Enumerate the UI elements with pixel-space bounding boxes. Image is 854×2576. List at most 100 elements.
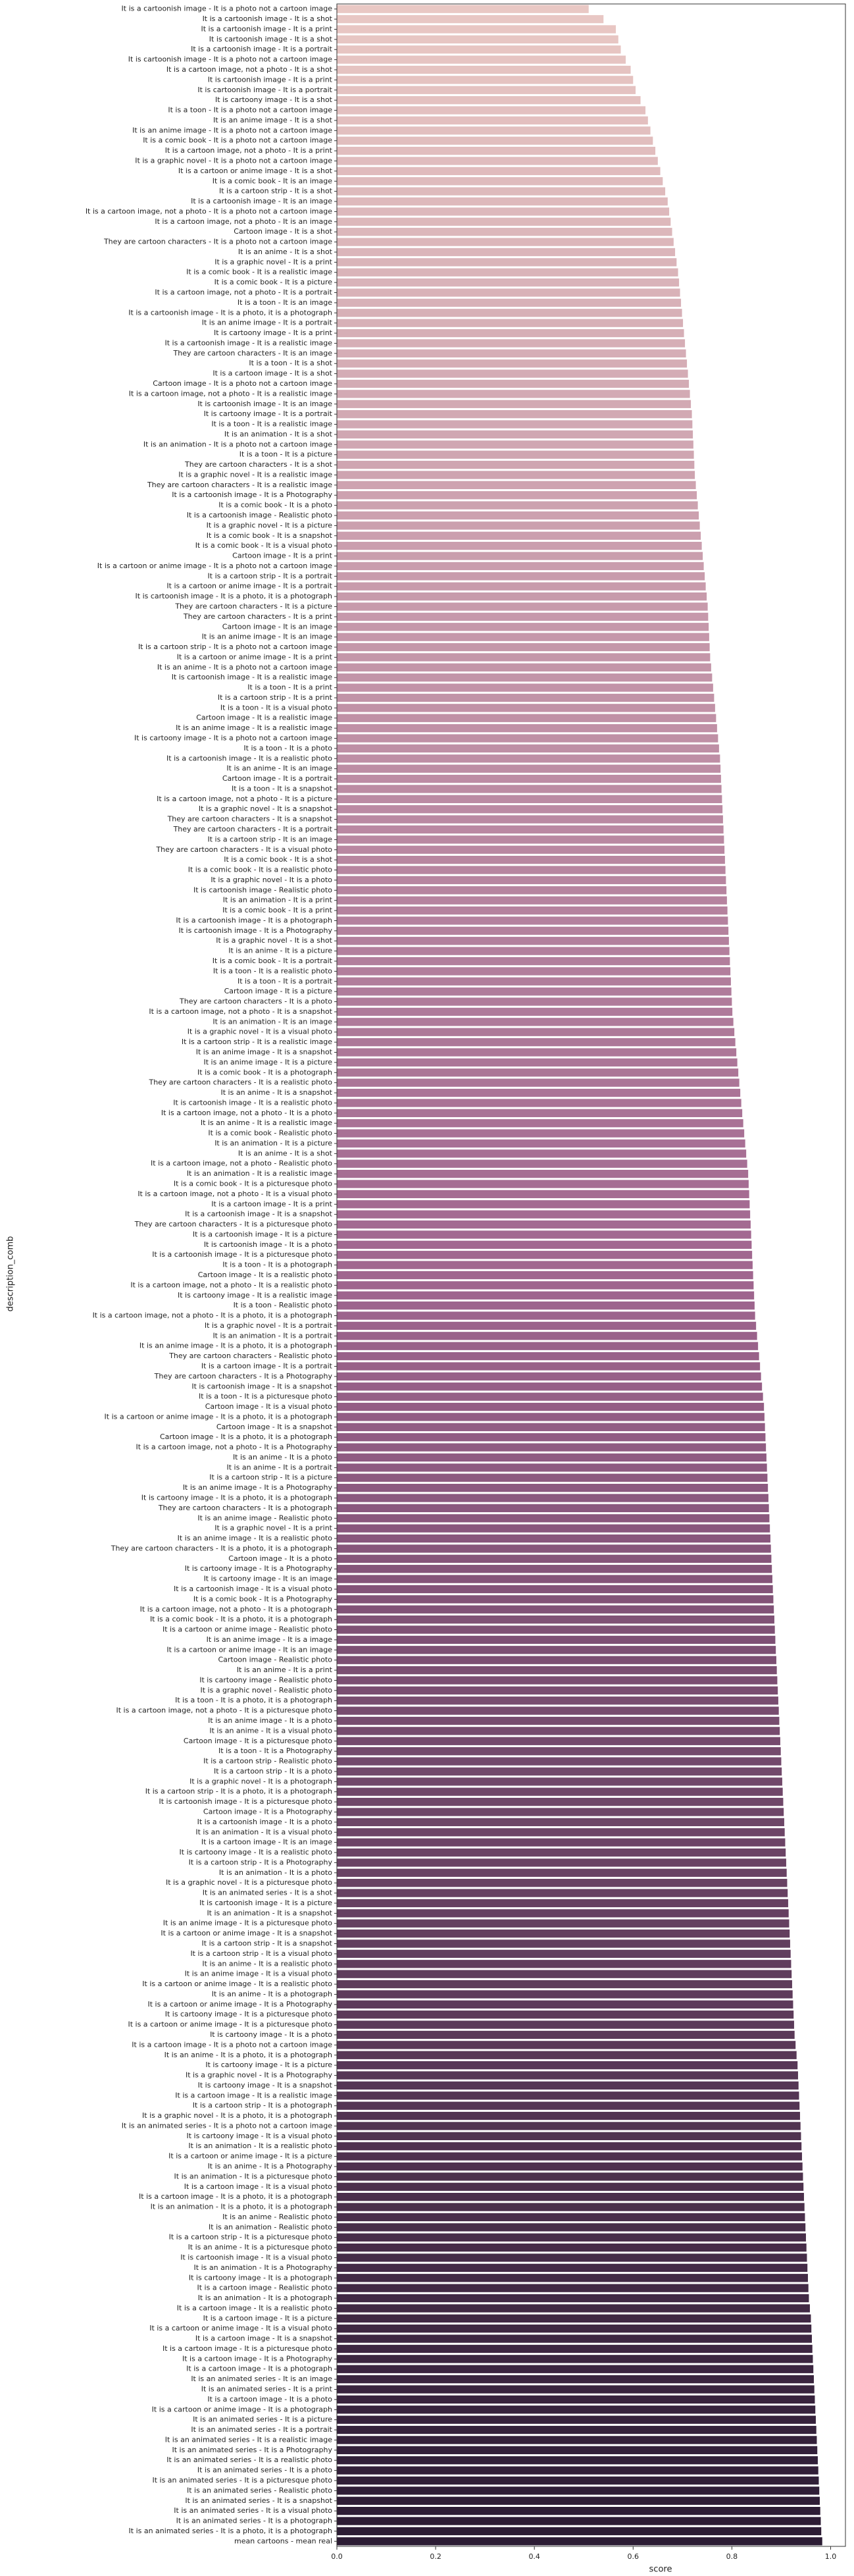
bar <box>337 2132 801 2141</box>
y-tick-label: It is a cartoonish image - It is a photo… <box>122 5 333 13</box>
bar <box>337 2334 812 2343</box>
bar <box>337 1565 772 1573</box>
y-tick-label: It is a cartoonish image - It is a Photo… <box>172 490 332 499</box>
y-tick-label: It is a cartoon or anime image - It is a… <box>97 562 332 570</box>
bar <box>337 997 732 1006</box>
y-tick-label: It is a cartoon image, not a photo - It … <box>93 1311 332 1320</box>
bar <box>337 2101 800 2110</box>
bar <box>337 2213 805 2222</box>
bar <box>337 2355 813 2363</box>
bar <box>337 1706 779 1715</box>
bar <box>337 2223 806 2232</box>
y-tick-label: It is a comic book - It is a photo not a… <box>143 136 332 145</box>
bar <box>337 339 686 348</box>
bar <box>337 2081 799 2090</box>
bar <box>337 1342 759 1350</box>
x-tick-label: 0.4 <box>528 2552 540 2561</box>
y-tick-label: It is an animation - It is a realistic p… <box>188 2142 332 2150</box>
bar <box>337 1169 749 1178</box>
y-tick-label: It is cartoony image - It is a photograp… <box>189 2273 332 2282</box>
bar <box>337 2193 804 2201</box>
bar <box>337 1372 761 1381</box>
y-tick-label: It is an anime - It is a visual photo <box>209 1726 332 1735</box>
bar <box>337 926 729 935</box>
bar <box>337 126 651 135</box>
y-tick-label: It is a cartoonish image - It is a reali… <box>166 754 332 762</box>
x-tick-label: 0.0 <box>331 2552 343 2561</box>
y-tick-label: It is an anime - It is an image <box>226 764 332 773</box>
bar <box>337 2385 815 2394</box>
bar <box>337 450 694 459</box>
bar <box>337 663 711 671</box>
y-tick-label: It is a cartoon image - It is a pictures… <box>163 2344 332 2353</box>
bar <box>337 25 616 34</box>
bar <box>337 369 688 378</box>
bar <box>337 1251 753 1259</box>
bar <box>337 2476 819 2485</box>
y-tick-label: It is an animation - It is a realistic i… <box>187 1169 332 1178</box>
y-tick-label: Cartoon image - It is a photo not a cart… <box>153 379 332 388</box>
bar <box>337 1392 763 1401</box>
y-tick-label: It is an anime image - Realistic photo <box>197 1513 332 1522</box>
y-tick-label: It is an anime image - It is a picturesq… <box>163 1919 332 1928</box>
bar <box>337 2020 794 2029</box>
y-tick-label: It is a cartoon image - It is a print <box>211 1199 332 1208</box>
bar <box>337 734 718 743</box>
bar <box>337 2314 811 2323</box>
y-tick-label: It is an animated series - It is a visua… <box>174 2506 332 2515</box>
bar <box>337 1220 751 1229</box>
y-tick-label: They are cartoon characters - It is an i… <box>173 349 333 357</box>
y-tick-label: It is a cartoonish image - It is a snaps… <box>185 1210 333 1219</box>
y-tick-label: It is an animation - It is a picture <box>214 1139 332 1147</box>
bar <box>337 1321 757 1330</box>
bar <box>337 409 692 419</box>
bar <box>337 2506 820 2515</box>
y-tick-label: It is an animation - It is a shot <box>224 430 333 438</box>
y-tick-label: They are cartoon characters - It is a re… <box>148 1078 332 1087</box>
bar <box>337 754 720 763</box>
y-tick-label: It is an anime image - It is a realistic… <box>178 1534 333 1542</box>
bar <box>337 1575 772 1583</box>
bar <box>337 1554 772 1563</box>
bar <box>337 2527 822 2536</box>
y-tick-label: Cartoon image - It is a print <box>232 552 333 560</box>
bar <box>337 2446 818 2454</box>
y-tick-label: It is a comic book - It is a visual phot… <box>195 541 333 550</box>
bar <box>337 329 684 338</box>
bar <box>337 1757 782 1766</box>
bar <box>337 2030 795 2039</box>
y-tick-label: It is a cartoon image - It is a Photogra… <box>182 2354 333 2363</box>
bar <box>337 207 670 216</box>
y-tick-label: It is an animation - It is a portrait <box>213 1331 332 1340</box>
y-tick-label: It is a cartoon strip - It is an image <box>207 835 332 843</box>
y-tick-label: It is an animated series - It is a reali… <box>165 2435 332 2444</box>
y-tick-label: It is a cartoon strip - It is a realisti… <box>182 1038 332 1046</box>
bar <box>337 1585 773 1594</box>
y-tick-label: It is cartoony image - It is a photo, it… <box>141 1494 332 1502</box>
y-tick-label: It is cartoonish image - It is a Photogr… <box>178 926 332 935</box>
y-tick-label: It is an anime - It is a portrait <box>226 1463 332 1471</box>
y-tick-label: It is a cartoon image, not a photo - It … <box>86 207 332 215</box>
y-tick-label: It is an animated series - It is a photo… <box>129 2527 333 2535</box>
y-tick-label: Cartoon image - It is a visual photo <box>205 1402 333 1411</box>
y-tick-label: It is cartoony image - It is a snapshot <box>198 2081 333 2090</box>
y-tick-label: It is a graphic novel - It is a pictures… <box>166 1878 332 1887</box>
bar <box>337 136 653 145</box>
bar <box>337 1028 735 1036</box>
y-tick-label: It is an anime image - It is a picture <box>203 1058 332 1066</box>
bar <box>337 2172 803 2181</box>
y-tick-label: It is a cartoon image, not a photo - Rea… <box>151 1159 332 1168</box>
bar <box>337 531 701 540</box>
bar <box>337 582 706 591</box>
y-tick-label: It is an animated series - Realistic pho… <box>187 2486 332 2494</box>
bar <box>337 1747 781 1756</box>
bar <box>337 2182 804 2191</box>
bar <box>337 1463 767 1472</box>
y-tick-label: It is a cartoon image - It is a photo no… <box>132 2040 332 2049</box>
x-tick-label: 0.2 <box>430 2552 441 2561</box>
y-tick-label: It is a cartoon image, not a photo - It … <box>130 1280 332 1289</box>
y-tick-label: It is a comic book - It is a print <box>222 906 333 914</box>
bar <box>337 2294 809 2303</box>
y-tick-label: It is an animation - It is a picturesque… <box>174 2172 333 2180</box>
y-tick-label: It is a cartoon or anime image - It is a… <box>142 1980 332 1988</box>
